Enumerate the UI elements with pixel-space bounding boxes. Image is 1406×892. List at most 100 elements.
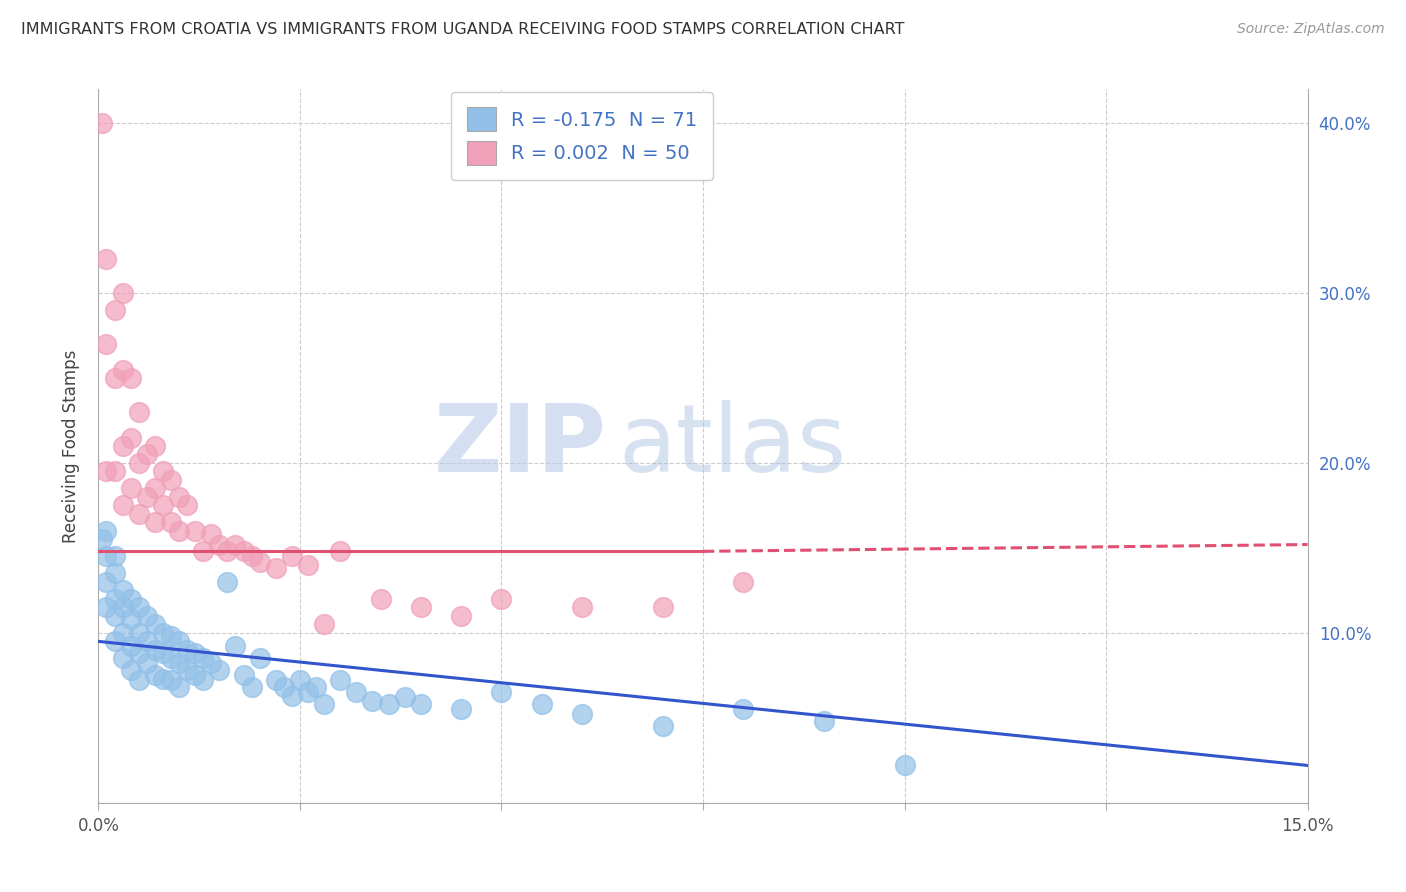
Point — [96, 337, 118, 351]
Point — [120, 612, 142, 626]
Point — [249, 555, 271, 569]
Point — [491, 685, 513, 699]
Point — [128, 456, 150, 470]
Point — [143, 668, 166, 682]
Point — [571, 600, 593, 615]
Point — [370, 591, 392, 606]
Point — [200, 527, 222, 541]
Point — [733, 702, 755, 716]
Point — [240, 680, 263, 694]
Point — [193, 651, 215, 665]
Point — [651, 719, 673, 733]
Point — [128, 646, 150, 660]
Point — [96, 574, 118, 589]
Point — [111, 286, 134, 301]
Legend: R = -0.175  N = 71, R = 0.002  N = 50: R = -0.175 N = 71, R = 0.002 N = 50 — [451, 92, 713, 180]
Point — [135, 490, 157, 504]
Point — [128, 507, 150, 521]
Point — [103, 465, 125, 479]
Point — [120, 640, 142, 654]
Point — [152, 646, 174, 660]
Point — [264, 561, 287, 575]
Point — [128, 405, 150, 419]
Point — [120, 591, 142, 606]
Point — [733, 574, 755, 589]
Text: ZIP: ZIP — [433, 400, 606, 492]
Y-axis label: Receiving Food Stamps: Receiving Food Stamps — [62, 350, 80, 542]
Point — [651, 600, 673, 615]
Point — [160, 473, 183, 487]
Point — [281, 549, 304, 564]
Point — [120, 482, 142, 496]
Point — [143, 617, 166, 632]
Point — [111, 499, 134, 513]
Point — [96, 549, 118, 564]
Point — [281, 689, 304, 703]
Point — [167, 524, 190, 538]
Point — [135, 634, 157, 648]
Point — [167, 680, 190, 694]
Point — [305, 680, 328, 694]
Text: IMMIGRANTS FROM CROATIA VS IMMIGRANTS FROM UGANDA RECEIVING FOOD STAMPS CORRELAT: IMMIGRANTS FROM CROATIA VS IMMIGRANTS FR… — [21, 22, 904, 37]
Point — [143, 516, 166, 530]
Point — [103, 591, 125, 606]
Point — [329, 673, 352, 688]
Point — [240, 549, 263, 564]
Point — [120, 663, 142, 677]
Point — [893, 758, 915, 772]
Point — [111, 626, 134, 640]
Point — [208, 663, 231, 677]
Point — [96, 524, 118, 538]
Point — [128, 673, 150, 688]
Point — [176, 663, 198, 677]
Point — [160, 673, 183, 688]
Point — [314, 617, 336, 632]
Point — [111, 651, 134, 665]
Point — [103, 549, 125, 564]
Point — [111, 583, 134, 598]
Point — [297, 685, 319, 699]
Point — [224, 537, 246, 551]
Point — [135, 657, 157, 671]
Point — [394, 690, 416, 705]
Point — [152, 672, 174, 686]
Point — [361, 694, 384, 708]
Point — [813, 714, 835, 729]
Point — [167, 634, 190, 648]
Point — [120, 371, 142, 385]
Point — [96, 465, 118, 479]
Point — [193, 544, 215, 558]
Point — [530, 698, 553, 712]
Point — [103, 566, 125, 581]
Point — [135, 448, 157, 462]
Point — [128, 626, 150, 640]
Point — [224, 640, 246, 654]
Point — [103, 608, 125, 623]
Point — [143, 643, 166, 657]
Point — [273, 680, 295, 694]
Point — [111, 600, 134, 615]
Point — [571, 707, 593, 722]
Point — [135, 608, 157, 623]
Point — [111, 439, 134, 453]
Point — [167, 657, 190, 671]
Point — [103, 371, 125, 385]
Point — [160, 629, 183, 643]
Point — [91, 533, 114, 547]
Point — [288, 673, 311, 688]
Point — [152, 465, 174, 479]
Point — [103, 303, 125, 318]
Text: atlas: atlas — [619, 400, 846, 492]
Point — [103, 634, 125, 648]
Point — [96, 252, 118, 266]
Point — [167, 490, 190, 504]
Point — [152, 499, 174, 513]
Point — [184, 524, 207, 538]
Point — [217, 544, 239, 558]
Point — [176, 499, 198, 513]
Point — [200, 657, 222, 671]
Point — [450, 702, 472, 716]
Point — [232, 544, 254, 558]
Point — [160, 651, 183, 665]
Point — [329, 544, 352, 558]
